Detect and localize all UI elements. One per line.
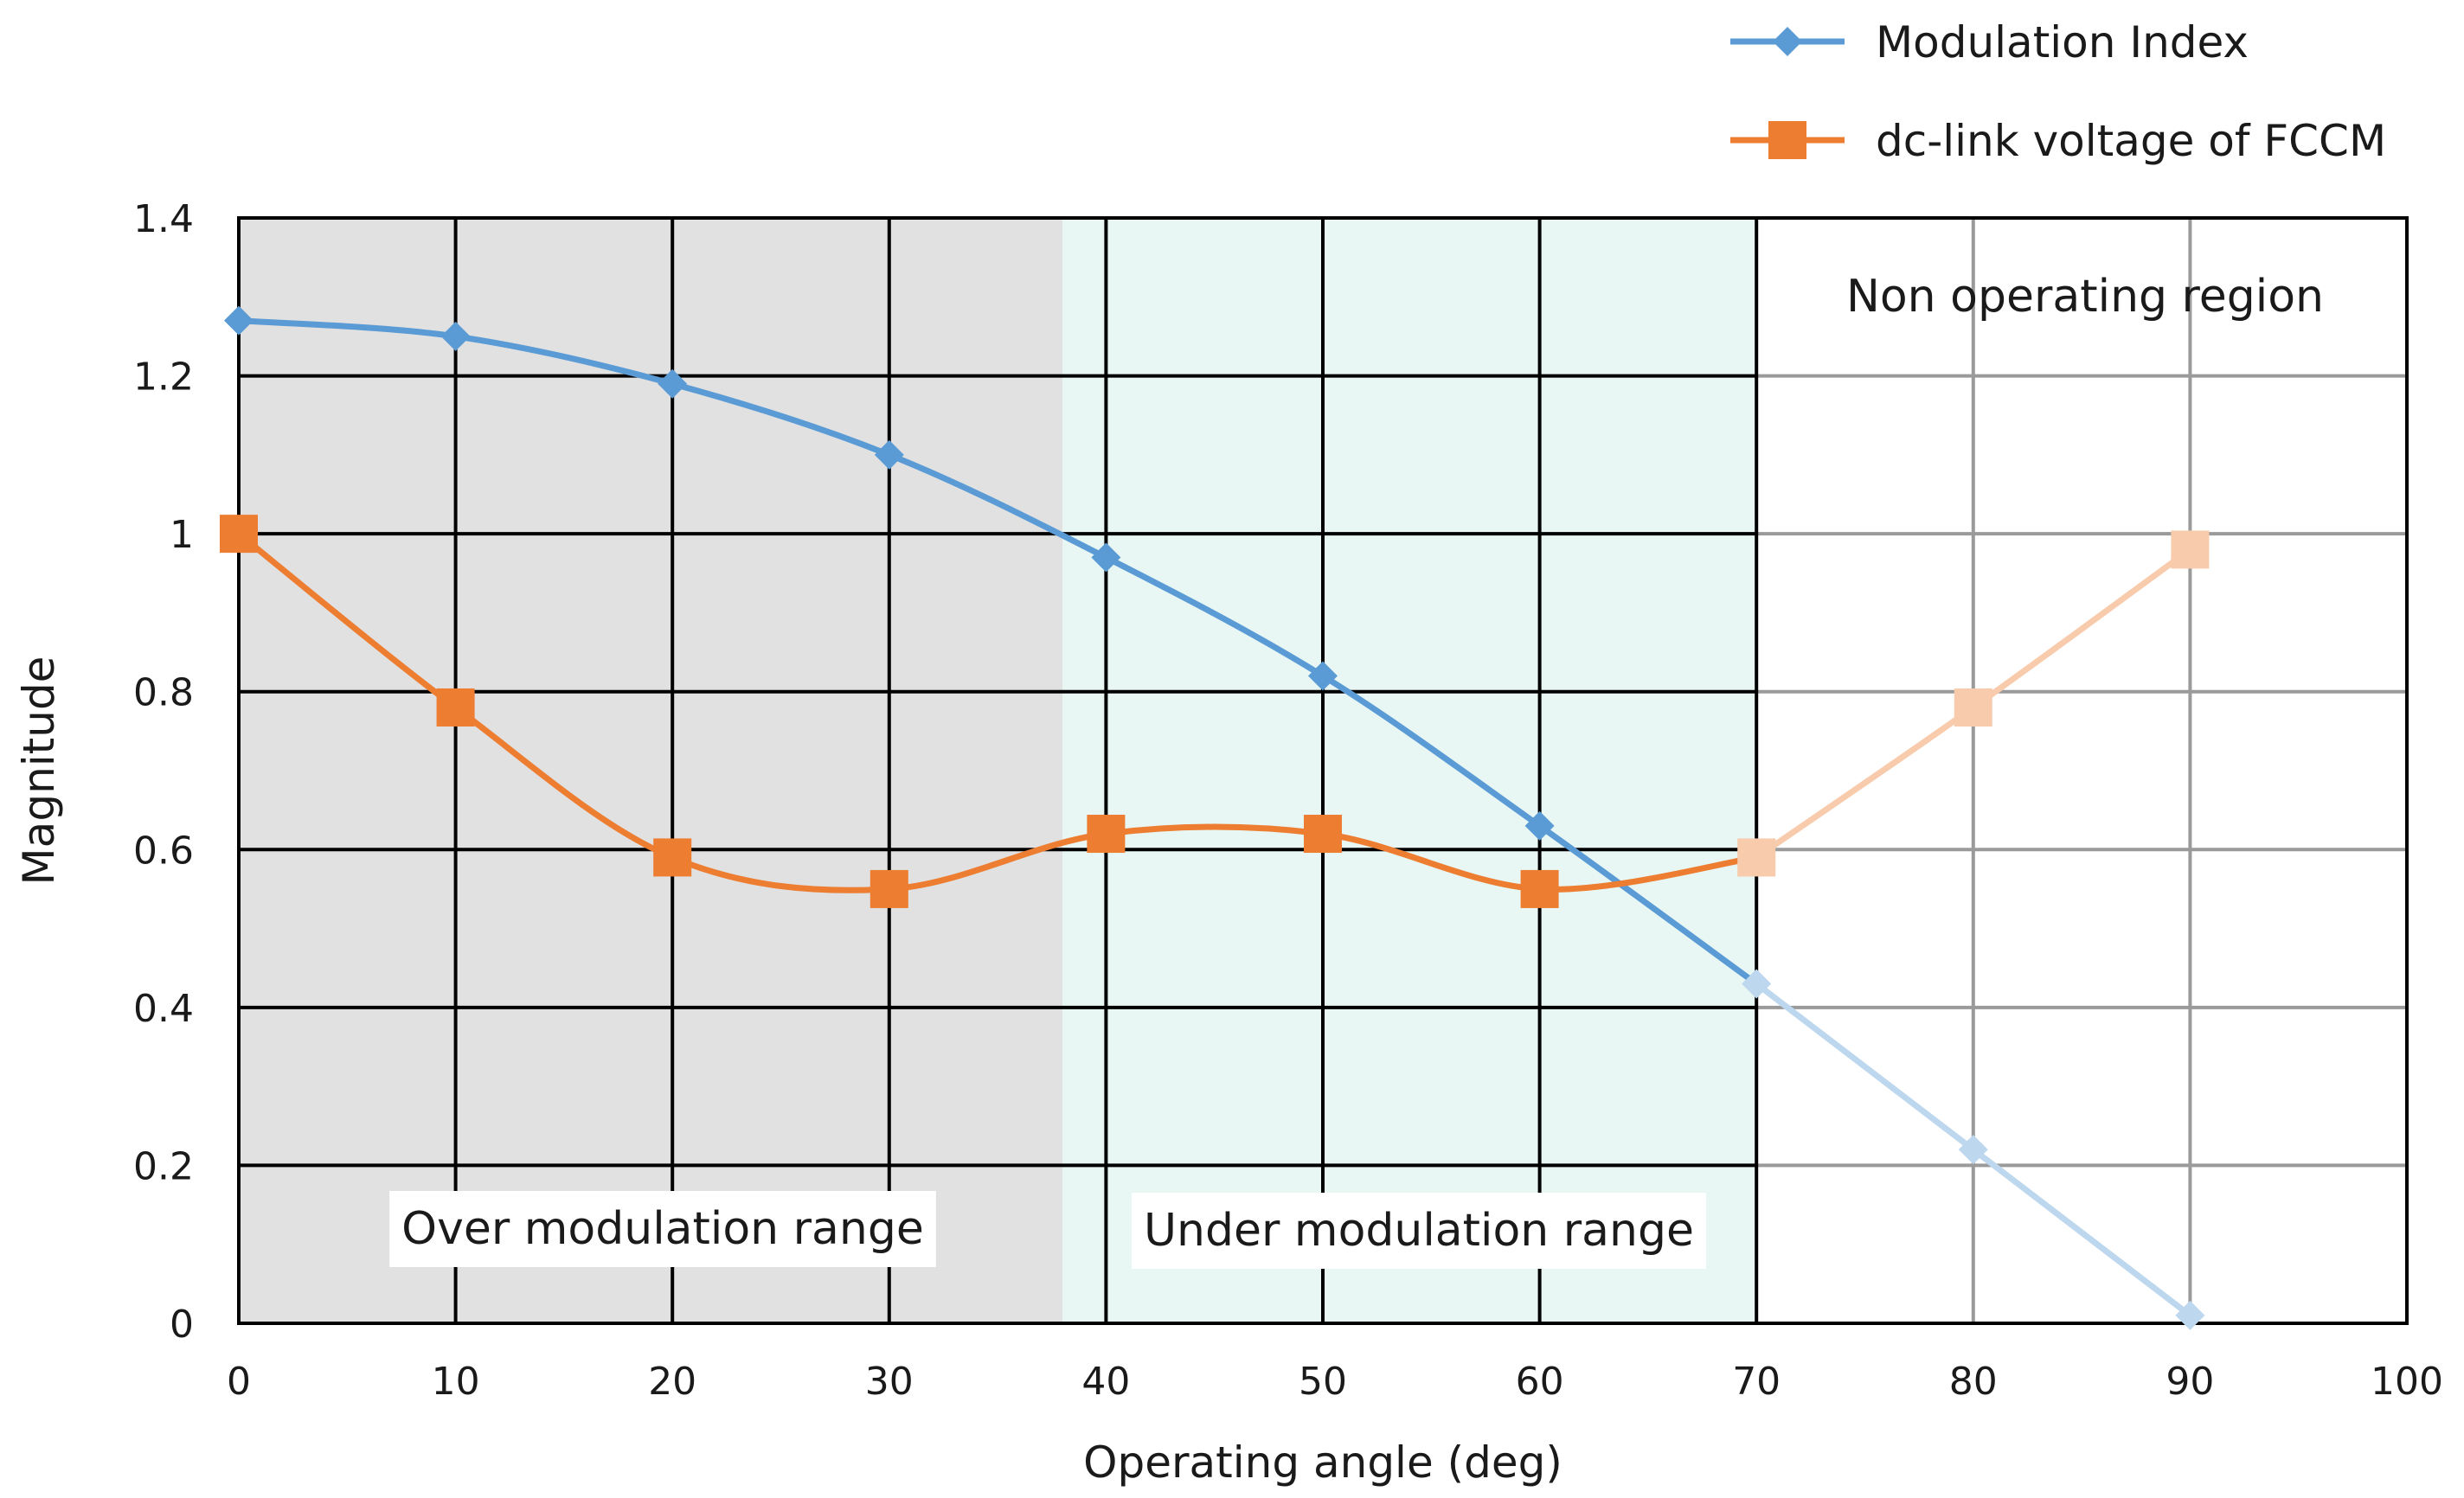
region-label-box-1 — [1131, 1193, 1707, 1269]
region-label-2: Non operating region — [1846, 271, 2324, 323]
series-0-point-5 — [1308, 661, 1338, 691]
y-tick-label-6: 1.2 — [133, 355, 194, 400]
legend-marker-0 — [1773, 27, 1802, 56]
region-label-text-1: Under modulation range — [1144, 1205, 1694, 1257]
x-tick-label-5: 50 — [1299, 1360, 1347, 1404]
series-1-point-1 — [436, 688, 475, 727]
legend-label-1: dc-link voltage of FCCM — [1876, 116, 2386, 166]
x-tick-label-1: 10 — [432, 1360, 480, 1404]
series-0-point-2 — [658, 368, 688, 399]
series-1-point-4 — [1087, 815, 1126, 854]
legend-marker-1 — [1768, 121, 1806, 159]
region-label-text-2: Non operating region — [1846, 271, 2324, 323]
y-tick-label-1: 0.2 — [133, 1144, 194, 1188]
series-0-point-1 — [440, 321, 471, 351]
region-label-0: Over modulation range — [389, 1191, 936, 1267]
x-tick-label-2: 20 — [648, 1360, 696, 1404]
y-tick-label-2: 0.4 — [133, 987, 194, 1031]
region-background-2 — [1756, 218, 2407, 1323]
series-1-point-9 — [2171, 530, 2210, 569]
region-label-text-0: Over modulation range — [401, 1203, 924, 1255]
region-label-1: Under modulation range — [1131, 1193, 1707, 1269]
x-tick-label-0: 0 — [227, 1360, 251, 1404]
series-1-point-0 — [220, 515, 258, 554]
series-0-line — [238, 317, 1759, 987]
x-tick-label-3: 30 — [865, 1360, 914, 1404]
series-1-point-3 — [869, 869, 908, 908]
x-tick-label-8: 80 — [1949, 1360, 1998, 1404]
legend-item-1: dc-link voltage of FCCM — [1730, 116, 2386, 166]
series-0-point-8 — [1958, 1135, 1988, 1165]
region-label-box-0 — [389, 1191, 936, 1267]
y-tick-label-3: 0.6 — [133, 829, 194, 873]
region-background-0 — [239, 218, 1063, 1323]
x-tick-label-9: 90 — [2166, 1360, 2214, 1404]
series-0-point-3 — [874, 439, 904, 470]
series-0-point-0 — [224, 305, 253, 336]
series-1-point-8 — [1954, 688, 1992, 727]
x-tick-label-4: 40 — [1081, 1360, 1130, 1404]
legend-label-0: Modulation Index — [1876, 17, 2249, 67]
x-tick-label-10: 100 — [2371, 1360, 2443, 1404]
region-background-1 — [1062, 218, 1757, 1323]
y-tick-label-5: 1 — [170, 513, 194, 557]
series-1-point-5 — [1304, 815, 1342, 854]
x-tick-label-6: 60 — [1516, 1360, 1564, 1404]
plot-frame — [237, 216, 2409, 1325]
series-0-point-9 — [2175, 1300, 2205, 1330]
x-axis-title: Operating angle (deg) — [1083, 1437, 1562, 1488]
series-1-point-2 — [653, 838, 692, 877]
y-axis-title: Magnitude — [14, 656, 64, 886]
series-0-point-6 — [1524, 810, 1555, 841]
y-tick-label-4: 0.8 — [133, 671, 194, 715]
y-tick-label-0: 0 — [170, 1303, 194, 1347]
series-0-point-4 — [1091, 542, 1121, 573]
x-tick-label-7: 70 — [1732, 1360, 1781, 1404]
y-tick-label-7: 1.4 — [133, 197, 194, 241]
series-1-point-7 — [1737, 838, 1776, 877]
series-1-point-6 — [1520, 869, 1559, 908]
series-0-point-7 — [1742, 969, 1772, 999]
legend-item-0: Modulation Index — [1730, 17, 2249, 67]
